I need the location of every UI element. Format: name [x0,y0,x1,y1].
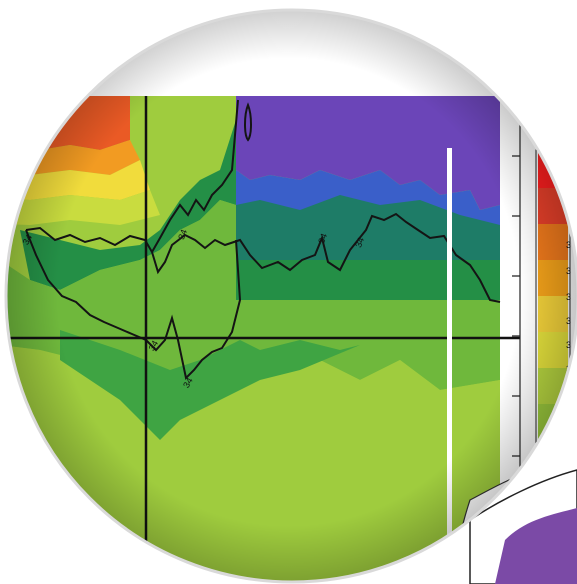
map-landmass [495,508,577,584]
colorbar-swatch [538,440,568,476]
background-map [469,469,577,584]
magnifier-rim [4,8,577,584]
